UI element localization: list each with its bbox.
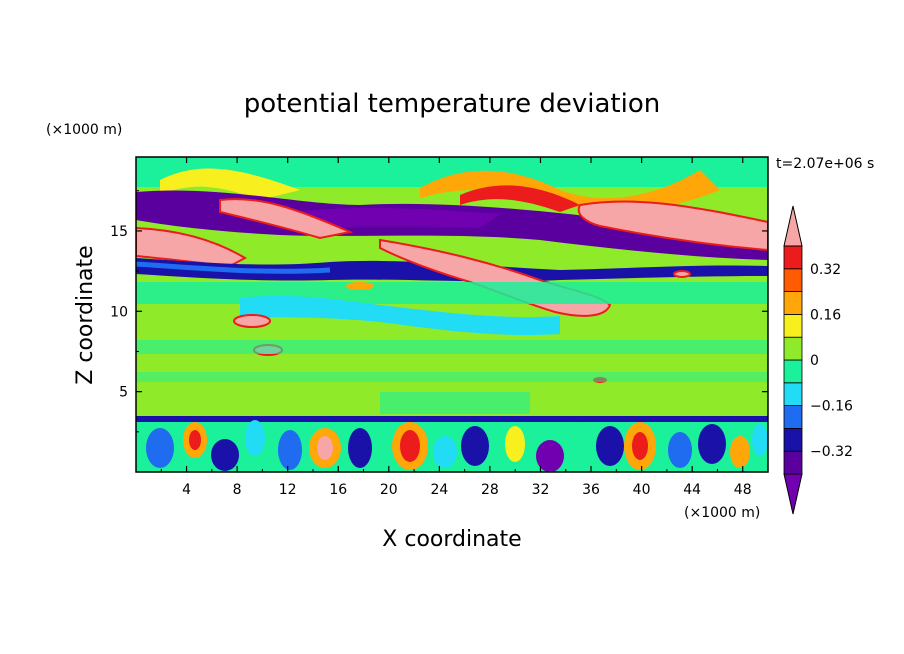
y-unit-label: (×1000 m)	[46, 122, 122, 138]
colorbar-swatch	[783, 359, 803, 384]
x-tick-label: 28	[481, 482, 499, 498]
colorbar-label: −0.16	[810, 399, 853, 415]
colorbar-swatch	[783, 382, 803, 406]
colorbar-swatch	[783, 313, 803, 338]
x-tick-label: 12	[279, 482, 297, 498]
colorbar-label: −0.32	[810, 444, 853, 460]
colorbar-swatch	[783, 336, 803, 361]
colorbar-swatch	[783, 427, 803, 452]
colorbar-swatch	[783, 291, 803, 315]
colorbar-label: 0.32	[810, 262, 841, 278]
top-yellow-patch	[160, 168, 300, 200]
cyan-band	[136, 282, 768, 304]
y-axis-title: Z coordinate	[73, 245, 98, 384]
y-tick-label: 10	[110, 304, 128, 320]
top-red-patch	[460, 185, 580, 212]
plot-frame	[135, 156, 769, 473]
x-tick-label: 32	[532, 482, 550, 498]
x-tick-label: 24	[430, 482, 448, 498]
x-axis: 4 8 12 16 20 24 28 32 36 40 44 48	[160, 157, 752, 498]
x-tick-label: 8	[233, 482, 242, 498]
x-tick-label: 44	[683, 482, 701, 498]
colorbar-swatch	[783, 450, 803, 475]
deep-purple-patch	[290, 207, 500, 228]
colorbar-label: 0	[810, 353, 819, 369]
chart-title: potential temperature deviation	[244, 89, 660, 119]
colorbar-swatch	[783, 405, 803, 429]
top-orange-patch	[420, 170, 720, 211]
colorbar-label: 0.16	[810, 307, 841, 323]
x-unit-label: (×1000 m)	[684, 505, 760, 521]
x-tick-label: 40	[633, 482, 651, 498]
x-tick-label: 16	[329, 482, 347, 498]
colorbar-max-triangle	[783, 205, 803, 247]
plot-area	[136, 157, 768, 472]
x-tick-label: 48	[734, 482, 752, 498]
x-tick-label: 36	[582, 482, 600, 498]
colorbar-min-triangle	[783, 473, 803, 515]
light-blue-band	[240, 295, 560, 336]
y-tick-label: 5	[119, 385, 128, 401]
y-axis: 5 10 15	[110, 190, 768, 433]
pink-layer-edge	[136, 226, 248, 268]
colorbar-swatch	[783, 245, 803, 270]
x-tick-label: 20	[380, 482, 398, 498]
colorbar-swatch	[783, 268, 803, 292]
time-label: t=2.07e+06 s	[776, 156, 874, 172]
y-tick-label: 15	[110, 224, 128, 240]
x-axis-title: X coordinate	[382, 527, 521, 552]
x-tick-label: 4	[182, 482, 191, 498]
pink-layer-left	[219, 198, 354, 240]
colorbar: 0.32 0.16 0 −0.16 −0.32	[783, 205, 853, 515]
pink-layer-right	[577, 200, 768, 252]
